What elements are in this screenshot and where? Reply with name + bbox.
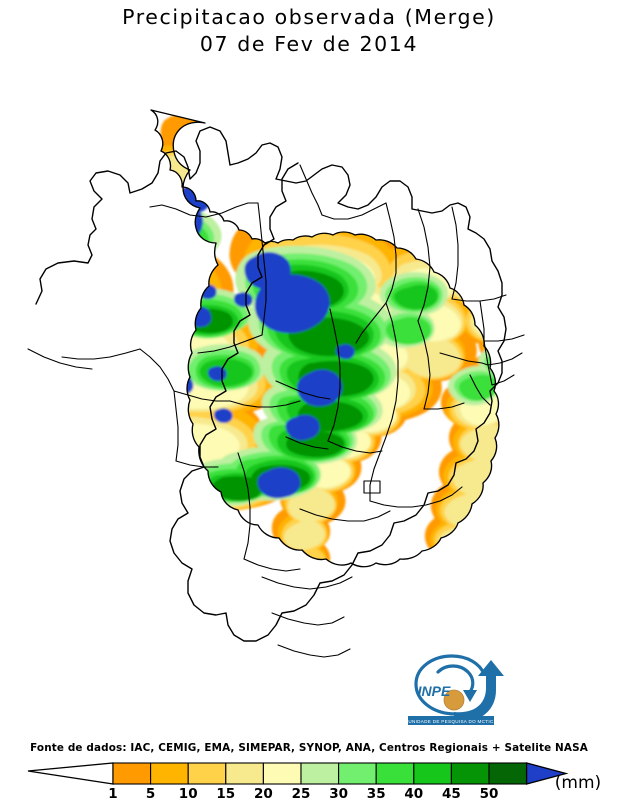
- legend-segments: [112, 762, 528, 785]
- legend-svg: 1 5 10 15 20 25 30 35 40 45 50 (mm): [27, 762, 601, 800]
- legend-tick-6: 30: [329, 786, 348, 800]
- legend-tick-8: 40: [404, 786, 423, 800]
- legend-tick-7: 35: [367, 786, 386, 800]
- logo-globe-icon: [444, 690, 464, 710]
- precipitation-map: [0, 57, 618, 737]
- legend-tick-5: 25: [292, 786, 311, 800]
- legend-tick-0: 1: [108, 786, 117, 800]
- inpe-logo: INPE UNIDADE DE PESQUISA DO MCTIC: [392, 652, 510, 728]
- logo-tagline: UNIDADE DE PESQUISA DO MCTIC: [408, 719, 494, 724]
- legend-segment-8: [375, 762, 415, 785]
- logo-inner-arc-icon: [436, 664, 475, 694]
- color-legend: 1 5 10 15 20 25 30 35 40 45 50 (mm): [0, 758, 618, 800]
- map-svg: [0, 57, 618, 737]
- legend-segment-1: [112, 762, 152, 785]
- title-line-primary: Precipitacao observada (Merge): [122, 5, 496, 29]
- legend-under-arrow: [27, 762, 114, 785]
- legend-segment-10: [450, 762, 490, 785]
- legend-tick-4: 20: [254, 786, 273, 800]
- logo-arrow-up-icon: [454, 660, 504, 723]
- logo-arrowhead-down-icon: [463, 690, 477, 702]
- legend-tick-1: 5: [146, 786, 155, 800]
- legend-segment-9: [413, 762, 452, 785]
- legend-tick-10: 50: [480, 786, 499, 800]
- legend-segment-6: [300, 762, 340, 785]
- page-title: Precipitacao observada (Merge) 07 de Fev…: [0, 4, 618, 58]
- data-source-note: Fonte de dados: IAC, CEMIG, EMA, SIMEPAR…: [30, 742, 588, 754]
- logo-globe-outline-icon: [443, 689, 465, 711]
- legend-unit-label: (mm): [555, 773, 601, 793]
- legend-segment-3: [187, 762, 227, 785]
- legend-tick-2: 10: [179, 786, 198, 800]
- legend-tick-9: 45: [442, 786, 461, 800]
- legend-over-arrow: [525, 762, 569, 785]
- legend-tick-labels: 1 5 10 15 20 25 30 35 40 45 50: [108, 786, 498, 800]
- legend-segment-2: [150, 762, 189, 785]
- legend-segment-5: [262, 762, 302, 785]
- state-boundaries: [27, 164, 525, 658]
- logo-wordmark: INPE: [418, 683, 451, 699]
- inpe-logo-svg: INPE UNIDADE DE PESQUISA DO MCTIC: [408, 654, 504, 725]
- legend-segment-4: [225, 762, 264, 785]
- brazil-national-border: [35, 126, 507, 642]
- logo-outer-arc-icon: [414, 654, 486, 716]
- legend-tick-3: 15: [216, 786, 235, 800]
- legend-segment-11: [488, 762, 528, 785]
- legend-segment-7: [338, 762, 377, 785]
- logo-tagline-banner: [408, 716, 494, 725]
- brazil-borders: [150, 109, 500, 568]
- title-line-date: 07 de Fev de 2014: [199, 32, 419, 56]
